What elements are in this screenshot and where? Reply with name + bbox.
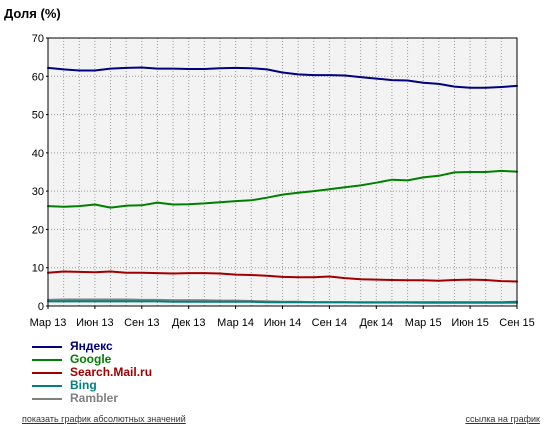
y-tick-label: 0 (38, 301, 44, 313)
y-tick-label: 30 (32, 186, 44, 198)
legend: Яндекс Google Search.Mail.ru Bing Rambler (32, 340, 152, 405)
legend-label: Search.Mail.ru (70, 365, 153, 379)
x-tick-label: Дек 13 (172, 317, 206, 329)
legend-item: Bing (32, 379, 152, 392)
x-tick-labels: Мар 13 Июн 13 Сен 13 Дек 13 Мар 14 Июн 14 Сен … (30, 306, 535, 329)
plot-background (48, 38, 517, 306)
series-line-2 (47, 270, 518, 283)
y-tick-label: 40 (32, 148, 44, 160)
y-tick-label: 10 (32, 263, 44, 275)
legend-label: Rambler (70, 391, 119, 405)
legend-item: Яндекс (32, 340, 152, 353)
x-tick-label: Сен 15 (499, 317, 534, 329)
x-tick-label: Июн 15 (451, 317, 489, 329)
series-line-3 (47, 300, 518, 304)
x-tick-label: Сен 13 (124, 317, 159, 329)
legend-swatch (32, 345, 62, 348)
x-tick-label: Июн 13 (76, 317, 114, 329)
y-tick-label: 20 (32, 224, 44, 236)
series-line-0 (47, 66, 518, 89)
x-tick-label: Мар 13 (30, 317, 67, 329)
x-tick-label: Мар 15 (405, 317, 442, 329)
x-tick-label: Мар 14 (217, 317, 254, 329)
legend-item: Rambler (32, 392, 152, 405)
legend-swatch (32, 358, 62, 361)
legend-swatch (32, 397, 62, 400)
x-tick-label: Сен 14 (312, 317, 347, 329)
legend-item: Search.Mail.ru (32, 366, 152, 379)
legend-swatch (32, 371, 62, 374)
series-lines (47, 66, 518, 304)
legend-item: Google (32, 353, 152, 366)
y-axis-title: Доля (%) (4, 6, 61, 21)
x-tick-label: Июн 14 (264, 317, 302, 329)
legend-label: Яндекс (70, 339, 113, 353)
legend-label: Google (70, 352, 112, 366)
series-line-1 (47, 169, 518, 209)
chart-link[interactable]: ссылка на график (465, 414, 540, 424)
grid-lines (48, 38, 517, 306)
show-absolute-values-link[interactable]: показать график абсолютных значений (22, 414, 186, 424)
y-tick-label: 50 (32, 110, 44, 122)
y-tick-label: 70 (32, 33, 44, 45)
chart-svg: 0 10 20 30 40 50 60 70 Мар 13 Июн 13 Сен 13 Дек 13… (30, 33, 535, 329)
x-tick-label: Дек 14 (359, 317, 393, 329)
legend-label: Bing (70, 378, 97, 392)
y-tick-labels: 0 10 20 30 40 50 60 70 (32, 33, 48, 313)
legend-swatch (32, 384, 62, 387)
y-tick-label: 60 (32, 71, 44, 83)
